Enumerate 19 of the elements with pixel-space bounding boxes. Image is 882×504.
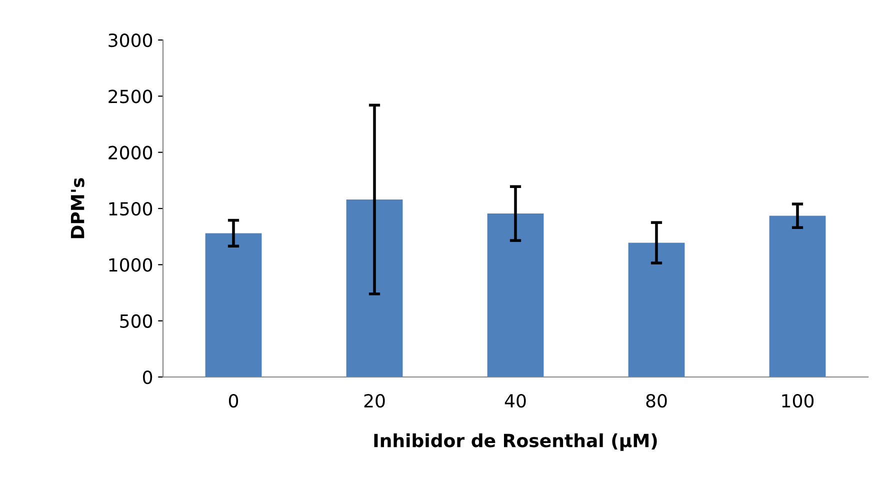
y-tick-label: 1500	[109, 202, 152, 216]
y-tick-label: 1000	[109, 258, 152, 272]
x-tick-label: 80	[646, 394, 667, 408]
x-tick-label: 0	[228, 394, 238, 408]
x-tick-label: 20	[364, 394, 385, 408]
bar	[346, 200, 403, 377]
bar	[769, 216, 826, 377]
y-tick-label: 2000	[108, 146, 152, 160]
x-tick-label: 40	[504, 394, 526, 408]
bar	[205, 233, 262, 377]
y-tick-label: 500	[120, 314, 152, 328]
x-axis-title: Inhibidor de Rosenthal (µM)	[374, 433, 657, 451]
y-tick-label: 3000	[108, 33, 152, 48]
bar	[487, 214, 544, 377]
y-tick-label: 2500	[108, 90, 152, 104]
bar	[628, 242, 685, 377]
y-tick-label: 0	[142, 370, 152, 384]
x-tick-label: 100	[782, 394, 814, 408]
y-axis-title: DPM's	[70, 178, 84, 238]
